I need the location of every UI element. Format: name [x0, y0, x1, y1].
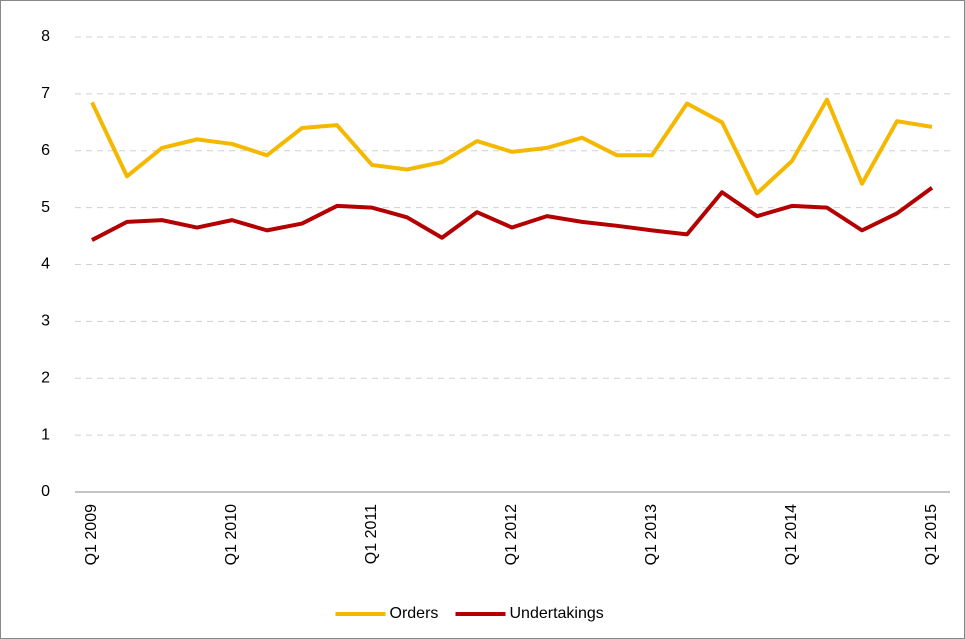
legend-label: Orders [390, 605, 439, 622]
x-tick-label: Q1 2009 [83, 504, 100, 565]
y-tick-label: 1 [41, 426, 50, 443]
y-tick-label: 8 [41, 28, 50, 45]
y-tick-label: 5 [41, 199, 50, 216]
legend-label: Undertakings [510, 605, 604, 622]
series-line [91, 186, 934, 242]
y-tick-label: 2 [41, 369, 50, 386]
x-tick-label: Q1 2014 [783, 504, 800, 565]
x-tick-label: Q1 2011 [363, 504, 380, 564]
y-tick-label: 6 [41, 142, 50, 159]
y-tick-label: 0 [41, 483, 50, 500]
x-tick-label: Q1 2013 [643, 504, 660, 565]
series-line [90, 97, 933, 196]
y-tick-label: 3 [41, 313, 50, 330]
x-tick-label: Q1 2010 [223, 504, 240, 565]
x-tick-label: Q1 2015 [923, 504, 940, 565]
x-tick-label: Q1 2012 [503, 504, 520, 565]
y-tick-label: 7 [41, 85, 50, 102]
y-tick-label: 4 [41, 256, 50, 273]
